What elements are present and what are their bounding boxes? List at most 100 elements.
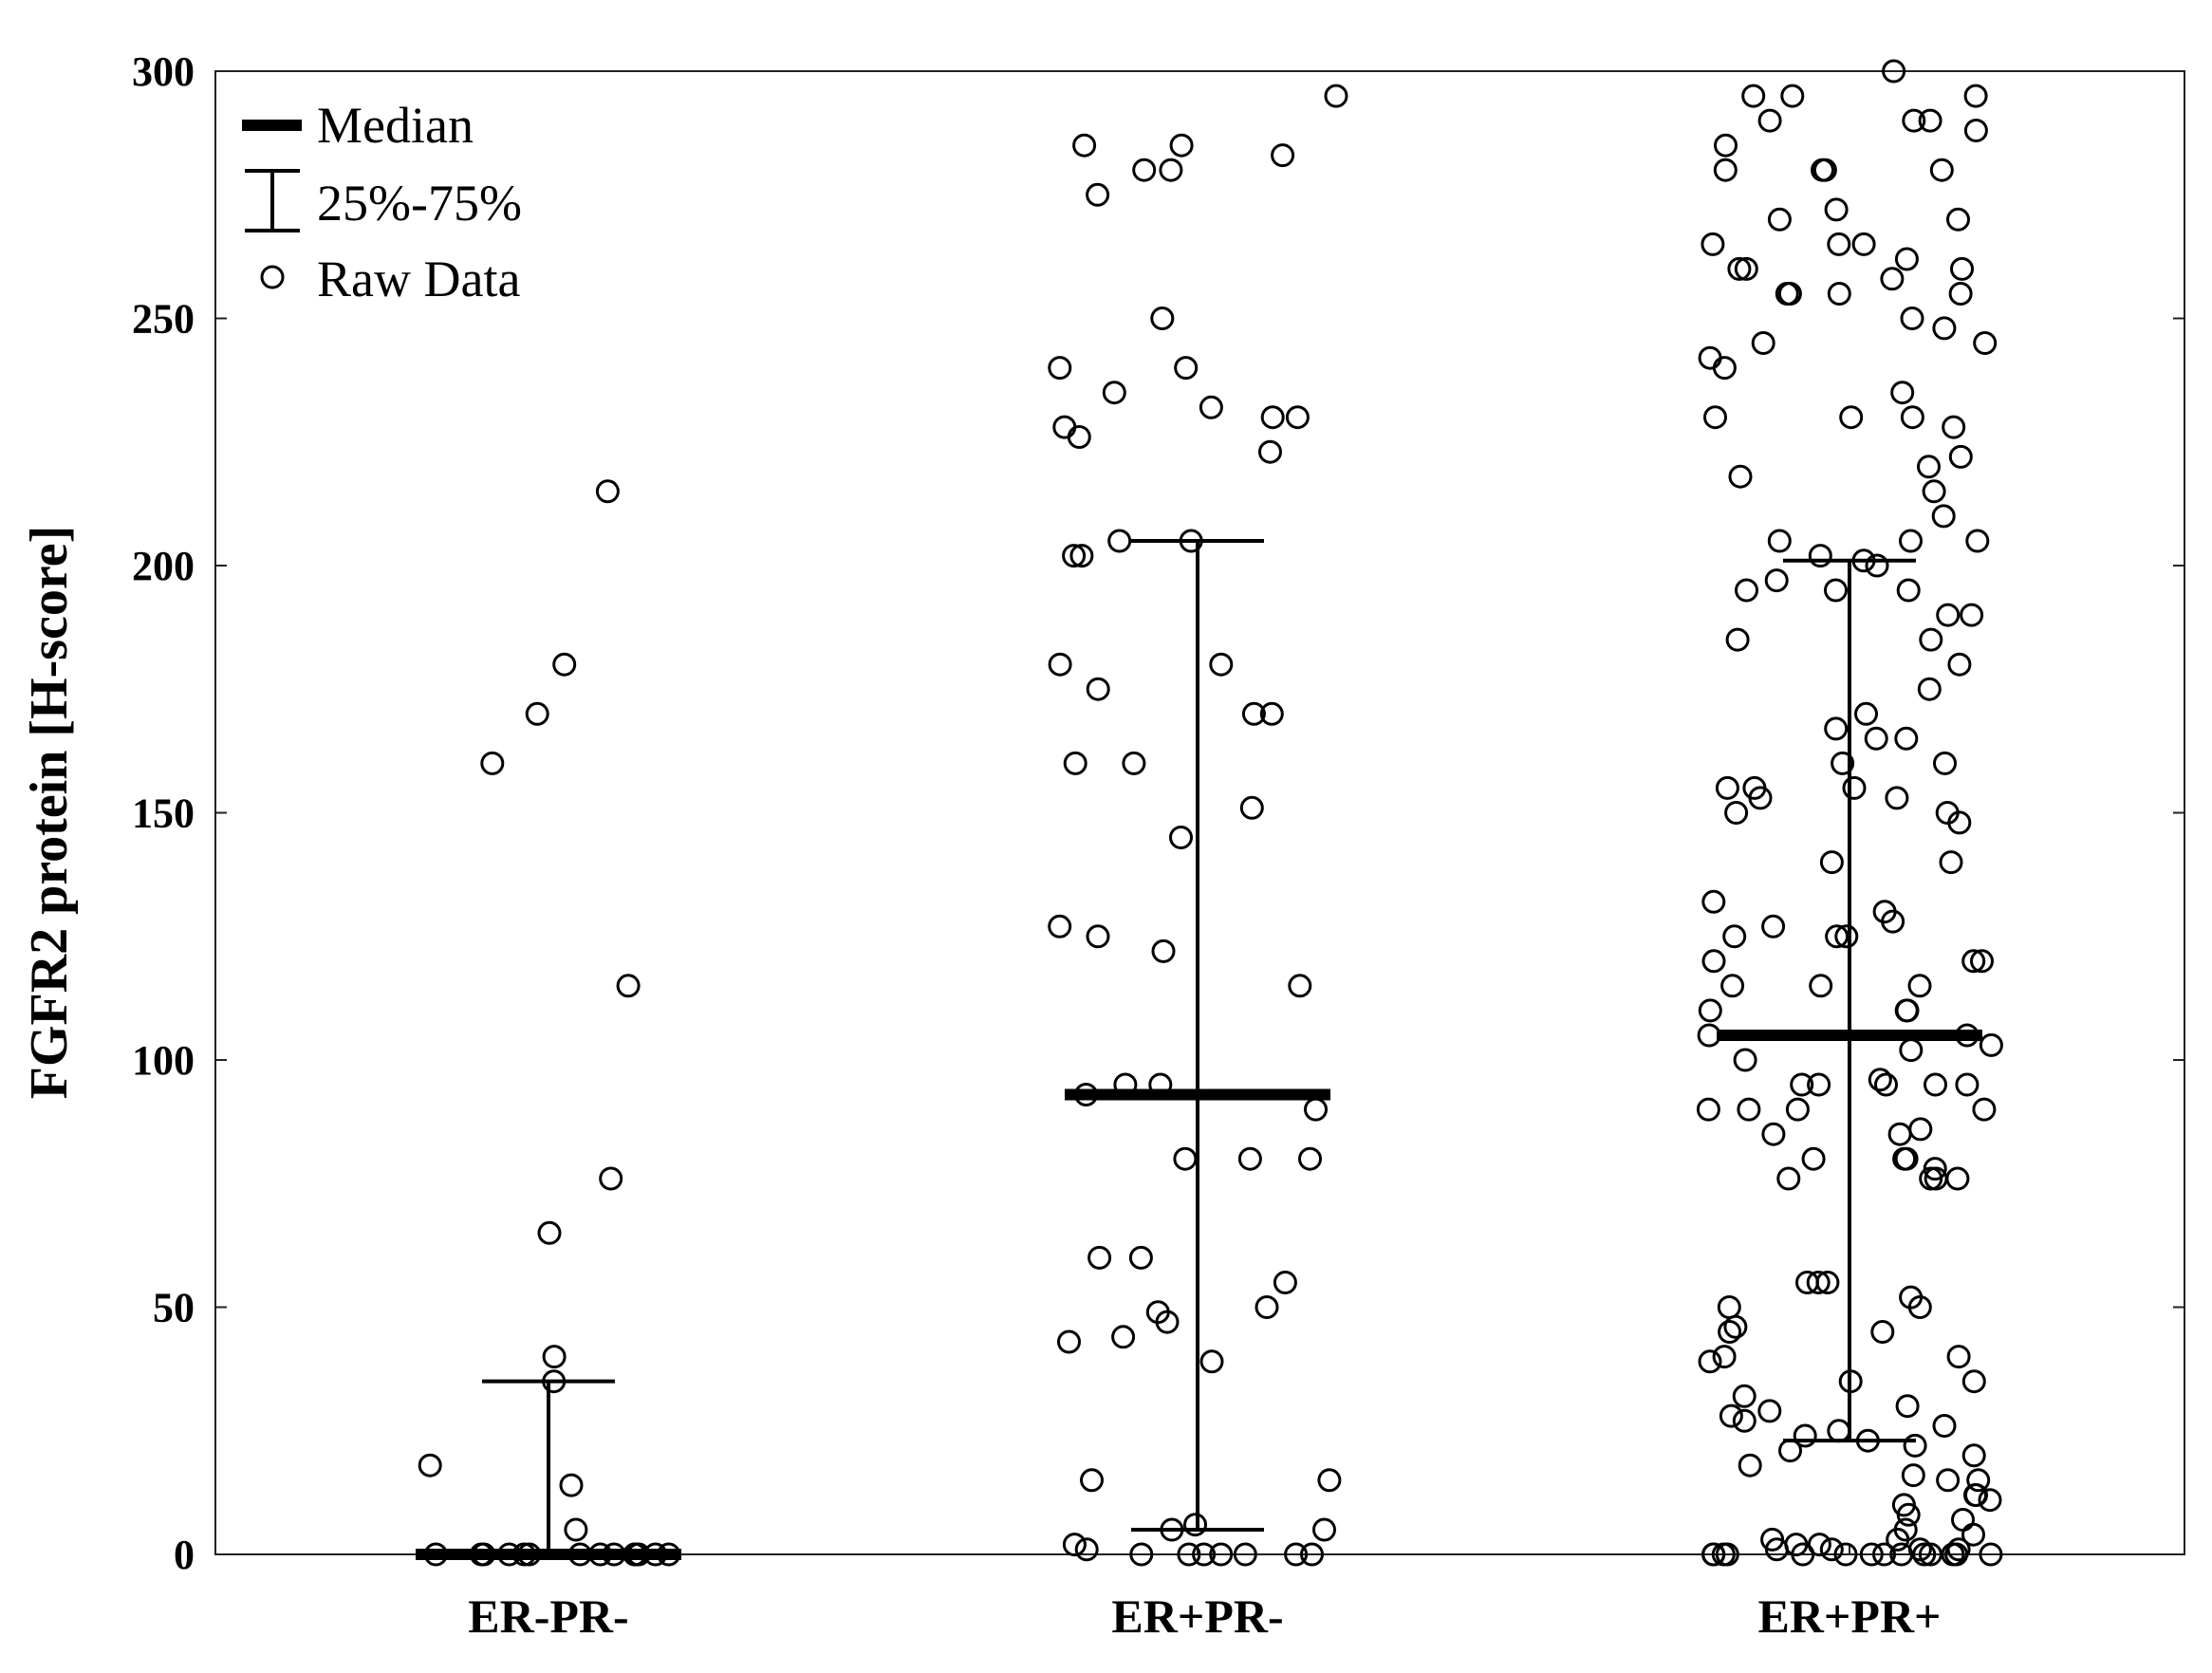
group-ER-PR- <box>416 479 681 1567</box>
raw-data-point <box>1780 84 1805 108</box>
raw-data-point <box>1872 1542 1896 1567</box>
raw-data-point <box>1815 1271 1840 1294</box>
raw-data-point <box>1961 1369 1986 1394</box>
raw-data-point <box>1917 455 1941 479</box>
raw-data-point <box>1155 1310 1180 1334</box>
raw-data-point <box>1839 405 1864 430</box>
raw-data-point <box>1979 1032 2003 1057</box>
raw-data-point <box>1199 395 1223 419</box>
raw-data-point <box>1932 316 1957 341</box>
raw-data-point <box>1946 207 1970 232</box>
raw-data-point <box>1912 1542 1937 1567</box>
raw-data-point <box>1696 1097 1720 1122</box>
raw-data-point <box>1737 1097 1761 1122</box>
raw-data-point <box>1701 1542 1726 1567</box>
raw-data-point <box>1725 627 1750 652</box>
raw-data-point <box>1048 914 1072 939</box>
raw-data-point <box>1738 1453 1762 1478</box>
raw-data-point <box>1128 1245 1153 1270</box>
raw-data-point <box>1312 1517 1336 1542</box>
raw-data-point <box>1886 1527 1910 1552</box>
y-tick-label: 100 <box>132 1037 195 1084</box>
y-axis: 0 50 100 150 200 250 300 <box>132 48 2184 1578</box>
x-category-label: ER+PR- <box>1111 1589 1283 1643</box>
legend-raw-label: Raw Data <box>317 251 520 307</box>
raw-data-point <box>1842 775 1867 800</box>
raw-data-point <box>1948 444 1973 469</box>
raw-data-point <box>1150 307 1175 330</box>
y-tick-label: 150 <box>132 790 195 837</box>
raw-data-point <box>1719 1403 1743 1428</box>
raw-data-point <box>1833 1542 1858 1567</box>
raw-data-point <box>1087 1245 1112 1270</box>
raw-data-point <box>1048 356 1072 381</box>
x-axis: ER-PR- ER+PR- ER+PR+ <box>468 1545 1942 1643</box>
raw-data-point <box>1086 182 1110 207</box>
raw-data-point <box>1961 1443 1986 1468</box>
group-ER+PR+ <box>1696 59 2003 1567</box>
raw-data-point <box>1317 1468 1342 1493</box>
raw-data-point <box>1764 1537 1789 1562</box>
y-tick-label: 200 <box>132 543 195 589</box>
raw-data-point <box>1900 405 1924 430</box>
y-tick-label: 50 <box>153 1285 195 1331</box>
raw-data-point <box>1107 529 1132 553</box>
raw-data-point <box>1761 914 1786 939</box>
raw-data-point <box>1086 677 1110 701</box>
raw-data-point <box>1894 247 1919 271</box>
raw-data-point <box>1785 1097 1810 1122</box>
raw-data-point <box>1718 1320 1742 1344</box>
raw-data-point <box>564 1517 588 1542</box>
raw-data-point <box>1960 603 1984 627</box>
legend-raw-marker <box>260 265 285 289</box>
raw-data-point <box>1732 1384 1757 1408</box>
raw-data-point <box>595 479 620 504</box>
raw-data-point <box>1859 1542 1884 1567</box>
raw-data-point <box>1767 529 1792 553</box>
raw-data-point <box>1111 1325 1136 1349</box>
raw-data-point <box>1894 998 1919 1023</box>
raw-data-point <box>1947 652 1972 677</box>
raw-data-point <box>1209 652 1234 677</box>
raw-data-point <box>1978 1488 2002 1513</box>
raw-data-point <box>1712 1345 1737 1369</box>
legend: Median 25%-75% Raw Data <box>242 97 522 307</box>
raw-data-point <box>1889 1542 1914 1567</box>
raw-data-point <box>1063 751 1087 775</box>
raw-data-point <box>1882 59 1906 84</box>
raw-data-point <box>1979 1542 2003 1567</box>
raw-data-point <box>1864 726 1888 751</box>
raw-data-point <box>1887 1122 1912 1146</box>
raw-data-point <box>1948 282 1973 306</box>
raw-data-point <box>1907 974 1932 998</box>
raw-data-point <box>1260 405 1285 430</box>
raw-data-point <box>418 1453 442 1478</box>
raw-data-point <box>1819 850 1844 875</box>
raw-data-point <box>1159 158 1183 182</box>
y-tick-label: 250 <box>132 296 195 343</box>
raw-data-point <box>1732 1408 1757 1433</box>
raw-data-point <box>1892 1146 1917 1171</box>
raw-data-point <box>1865 553 1889 578</box>
raw-data-point <box>1751 331 1775 355</box>
raw-data-point <box>1767 207 1792 232</box>
raw-data-point <box>1733 1048 1757 1072</box>
raw-data-point <box>1285 405 1310 430</box>
raw-data-point <box>1834 924 1859 949</box>
raw-data-point <box>1924 1072 1947 1097</box>
raw-data-point <box>1902 108 1926 133</box>
raw-data-point <box>1711 1542 1736 1567</box>
raw-data-point <box>1741 84 1766 108</box>
raw-data-point <box>1723 1314 1748 1339</box>
raw-data-point <box>1963 119 1988 142</box>
raw-data-point <box>1924 1166 1948 1191</box>
raw-data-point <box>1922 479 1946 504</box>
raw-data-point <box>1062 544 1087 568</box>
raw-data-point <box>1936 1468 1961 1493</box>
raw-data-point <box>559 1473 584 1497</box>
raw-data-point <box>1122 751 1146 775</box>
raw-data-point <box>1757 108 1782 133</box>
raw-data-point <box>1069 544 1094 568</box>
raw-data-point <box>1703 405 1727 430</box>
raw-data-point <box>1801 1146 1826 1171</box>
